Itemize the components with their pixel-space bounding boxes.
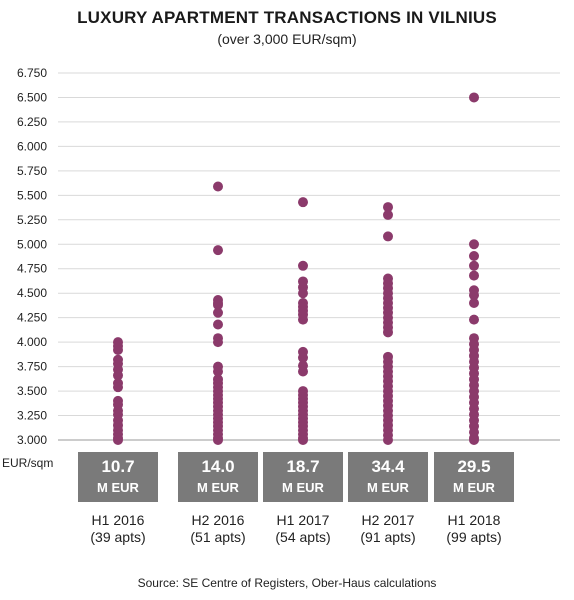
total-value-box: 34.4 M EUR	[348, 452, 428, 502]
category-apartment-count: (99 apts)	[446, 529, 502, 545]
total-value: 29.5	[457, 457, 491, 476]
total-value: 34.4	[371, 457, 405, 476]
data-point	[298, 366, 308, 377]
data-point	[469, 251, 479, 262]
data-point	[298, 260, 308, 271]
category-label: H2 2016 (51 apts)	[163, 512, 273, 546]
y-tick-label: 4.250	[17, 311, 47, 325]
scatter-plot: 3.000 3.250 3.500 3.750 4.000 4.250 4.500 4.750…	[17, 66, 560, 447]
data-point	[298, 197, 308, 208]
data-point	[113, 435, 123, 445]
data-point	[383, 202, 393, 213]
total-unit: M EUR	[97, 480, 139, 495]
data-point	[113, 370, 123, 381]
data-point	[469, 435, 479, 445]
data-point	[469, 270, 479, 281]
data-point	[213, 245, 223, 256]
data-point	[469, 92, 479, 103]
data-point	[213, 435, 223, 445]
data-point	[298, 435, 308, 445]
y-tick-label: 3.500	[17, 384, 47, 398]
category-label: H1 2017 (54 apts)	[248, 512, 358, 546]
category-apartment-count: (91 apts)	[360, 529, 416, 545]
category-period: H1 2018	[447, 512, 501, 528]
data-point	[213, 307, 223, 318]
total-value-box: 14.0 M EUR	[178, 452, 258, 502]
y-tick-label: 6.500	[17, 90, 47, 104]
y-tick-label: 6.000	[17, 139, 47, 153]
total-value-box: 10.7 M EUR	[78, 452, 158, 502]
total-unit: M EUR	[367, 480, 409, 495]
total-value: 10.7	[101, 457, 135, 476]
y-tick-label: 4.000	[17, 335, 47, 349]
data-point	[213, 319, 223, 330]
category-period: H2 2016	[191, 512, 245, 528]
y-tick-label: 4.750	[17, 262, 47, 276]
data-point	[298, 352, 308, 363]
data-point	[213, 181, 223, 192]
category-period: H1 2017	[276, 512, 330, 528]
data-point	[298, 288, 308, 299]
total-unit: M EUR	[197, 480, 239, 495]
data-point	[383, 231, 393, 242]
total-value-box: 29.5 M EUR	[434, 452, 514, 502]
category-apartment-count: (54 apts)	[275, 529, 331, 545]
total-value: 18.7	[286, 457, 320, 476]
total-unit: M EUR	[453, 480, 495, 495]
data-point	[469, 260, 479, 271]
y-tick-label: 6.250	[17, 115, 47, 129]
data-points	[113, 92, 479, 445]
y-tick-label: 4.500	[17, 286, 47, 300]
category-period: H1 2016	[91, 512, 145, 528]
category-label: H1 2016 (39 apts)	[63, 512, 173, 546]
source-note: Source: SE Centre of Registers, Ober-Hau…	[137, 576, 437, 590]
grid-lines	[58, 72, 560, 441]
category-period: H2 2017	[361, 512, 415, 528]
data-point	[113, 344, 123, 355]
data-point	[213, 299, 223, 310]
y-tick-label: 5.500	[17, 188, 47, 202]
y-tick-label: 3.000	[17, 433, 47, 447]
y-axis-unit-label: EUR/sqm	[2, 456, 54, 470]
total-value-box: 18.7 M EUR	[263, 452, 343, 502]
total-unit: M EUR	[282, 480, 324, 495]
data-point	[469, 239, 479, 250]
total-value: 14.0	[201, 457, 235, 476]
y-tick-label: 5.000	[17, 237, 47, 251]
data-point	[383, 435, 393, 445]
y-tick-label: 3.750	[17, 360, 47, 374]
data-point	[469, 290, 479, 301]
y-tick-label: 5.250	[17, 213, 47, 227]
data-point	[469, 297, 479, 308]
category-apartment-count: (51 apts)	[190, 529, 246, 545]
data-point	[383, 327, 393, 338]
category-apartment-count: (39 apts)	[90, 529, 146, 545]
chart-title: LUXURY APARTMENT TRANSACTIONS IN VILNIUS	[77, 8, 497, 27]
data-point	[469, 314, 479, 325]
data-point	[213, 366, 223, 377]
y-tick-label: 3.250	[17, 409, 47, 423]
chart-subtitle: (over 3,000 EUR/sqm)	[217, 31, 357, 47]
y-tick-label: 6.750	[17, 66, 47, 80]
data-point	[113, 382, 123, 393]
y-axis-ticks: 3.000 3.250 3.500 3.750 4.000 4.250 4.500 4.750…	[17, 66, 47, 447]
data-point	[383, 209, 393, 220]
data-point	[213, 337, 223, 348]
y-tick-label: 5.750	[17, 164, 47, 178]
category-label: H1 2018 (99 apts)	[419, 512, 529, 546]
category-label: H2 2017 (91 apts)	[333, 512, 443, 546]
data-point	[298, 314, 308, 325]
